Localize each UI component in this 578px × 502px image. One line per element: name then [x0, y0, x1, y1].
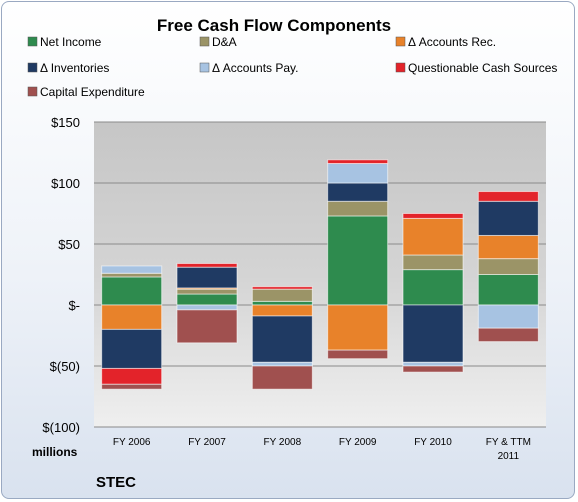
legend-swatch-delta-accounts-pay [199, 62, 210, 73]
bar-segment-net-income [176, 293, 238, 306]
bar-segment-net-income [402, 269, 464, 306]
bar-segment-net-income [477, 274, 539, 306]
bar-segment-delta-accounts-pay [176, 304, 238, 311]
plot-background [94, 122, 546, 427]
bar-segment-delta-inventories [402, 304, 464, 363]
legend-swatch-capital-expenditure [27, 86, 38, 97]
bar-segment-delta-accounts-rec [327, 304, 389, 351]
legend-label: D&A [212, 35, 237, 49]
bar-segment-delta-inventories [327, 182, 389, 202]
y-tick-label: $150 [51, 115, 80, 130]
bar-segment-capital-expenditure [101, 383, 163, 390]
legend-label: Net Income [40, 35, 102, 49]
bar-segment-capital-expenditure [477, 327, 539, 343]
legend-swatch-delta-accounts-rec [395, 36, 406, 47]
legend-swatch-net-income [27, 36, 38, 47]
unit-label: millions [32, 445, 78, 459]
y-tick-label: $- [68, 298, 80, 313]
legend-label: Δ Accounts Rec. [408, 35, 496, 49]
bar-segment-delta-inventories [101, 328, 163, 369]
bar-segment-questionable-cash-sources [176, 263, 238, 268]
x-tick-label: FY 2009 [339, 437, 377, 448]
bar-segment-delta-accounts-rec [402, 217, 464, 256]
x-tick-label: FY 2008 [264, 437, 302, 448]
bar-segment-danda [176, 288, 238, 295]
bar-segment-questionable-cash-sources [101, 367, 163, 385]
bar-segment-questionable-cash-sources [402, 213, 464, 219]
y-tick-label: $100 [51, 176, 80, 191]
legend-label: Capital Expenditure [40, 85, 145, 99]
bar-segment-delta-accounts-rec [251, 304, 313, 317]
y-axis: $150 $100 $50 $- $(50) $(100) [42, 115, 80, 435]
legend: Net Income D&A Δ Accounts Rec. Δ Inventorie… [27, 35, 557, 99]
bar-segment-delta-accounts-pay [477, 304, 539, 329]
company-ticker: STEC [96, 474, 136, 491]
bar-segment-delta-accounts-pay [251, 361, 313, 367]
y-tick-label: $50 [58, 237, 80, 252]
legend-swatch-danda [199, 36, 210, 47]
bar-segment-capital-expenditure [251, 365, 313, 390]
x-tick-label: FY 2010 [414, 437, 452, 448]
bar-segment-danda [327, 200, 389, 217]
bar-segment-delta-accounts-pay [327, 162, 389, 184]
x-tick-label: FY & TTM 2011 [486, 437, 531, 462]
bar-segment-capital-expenditure [176, 309, 238, 344]
legend-label: Δ Inventories [40, 61, 109, 75]
x-tick-label: FY 2006 [113, 437, 151, 448]
bar-segment-delta-accounts-pay [402, 361, 464, 367]
chart-title: Free Cash Flow Components [157, 16, 391, 35]
legend-swatch-questionable-cash-sources [395, 62, 406, 73]
x-axis: FY 2006 FY 2007 FY 2008 FY 2009 FY 2010 FY & … [113, 437, 531, 462]
legend-label: Questionable Cash Sources [408, 61, 557, 75]
bar-segment-questionable-cash-sources [251, 286, 313, 290]
bar-segment-danda [402, 254, 464, 271]
legend-swatch-delta-inventories [27, 62, 38, 73]
bar-segment-danda [251, 288, 313, 302]
y-tick-label: $(50) [50, 359, 80, 374]
bar-segment-net-income [251, 300, 313, 306]
bar-segment-capital-expenditure [402, 365, 464, 373]
bar-segment-delta-accounts-pay [101, 265, 163, 274]
bar-segment-delta-accounts-rec [101, 304, 163, 330]
bar-segment-net-income [101, 276, 163, 306]
bar-segment-capital-expenditure [327, 349, 389, 360]
bar-segment-delta-inventories [477, 200, 539, 236]
y-tick-label: $(100) [42, 420, 80, 435]
bar-segment-delta-inventories [251, 315, 313, 363]
x-tick-label: FY 2007 [188, 437, 226, 448]
legend-label: Δ Accounts Pay. [212, 61, 299, 75]
bar-segment-delta-accounts-rec [477, 234, 539, 260]
bar-segment-danda [477, 258, 539, 276]
bar-segment-questionable-cash-sources [327, 159, 389, 164]
bar-segment-net-income [327, 215, 389, 306]
bar-segment-delta-inventories [176, 266, 238, 289]
bar-segment-danda [101, 272, 163, 278]
bar-segment-questionable-cash-sources [477, 191, 539, 202]
plot-area [94, 121, 546, 428]
